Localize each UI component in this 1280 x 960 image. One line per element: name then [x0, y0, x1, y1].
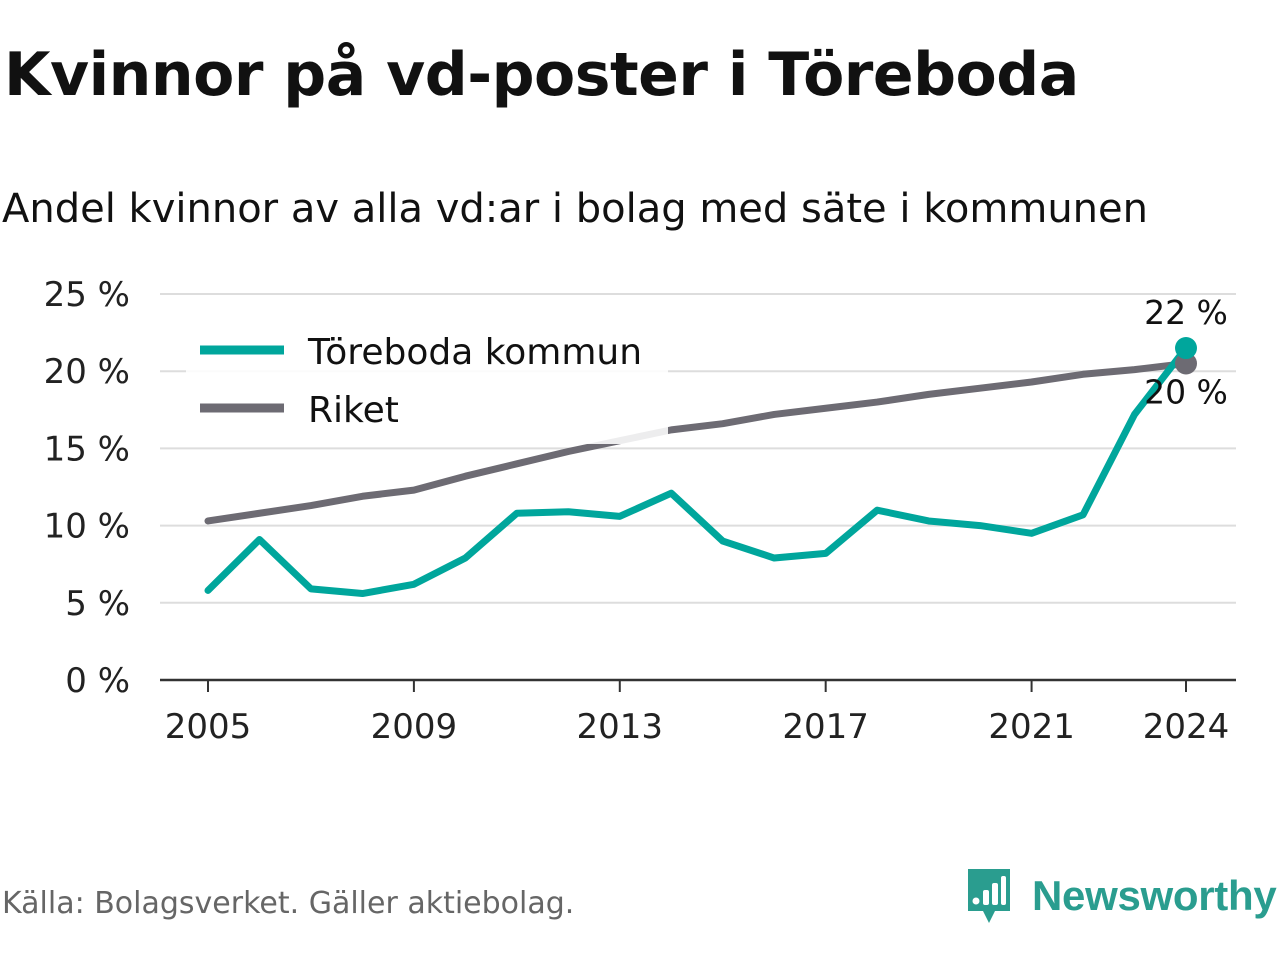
chart-subtitle: Andel kvinnor av alla vd:ar i bolag med …: [2, 186, 1148, 232]
line-toreboda: [204, 344, 1190, 598]
endpoint-toreboda: [1175, 337, 1197, 360]
y-axis-ticks: 0 % 5 % 10 % 15 % 20 % 25 %: [44, 275, 130, 701]
legend-label-riket: Riket: [308, 390, 399, 431]
endpoint-riket: [1175, 352, 1197, 375]
y-tick-label: 5 %: [65, 584, 130, 624]
source-note: Källa: Bolagsverket. Gäller aktiebolag.: [2, 886, 575, 921]
x-tick-label: 2021: [988, 707, 1075, 747]
y-tick-label: 20 %: [44, 352, 130, 392]
legend-label-toreboda: Töreboda kommun: [307, 332, 642, 373]
y-tick-label: 25 %: [44, 275, 130, 315]
brand-name: Newsworthy: [1032, 872, 1277, 919]
x-tick-label: 2005: [165, 707, 252, 747]
x-tick-label: 2024: [1143, 707, 1230, 747]
end-label-riket: 20 %: [1144, 372, 1228, 411]
line-riket: [204, 359, 1190, 525]
x-tick-label: 2009: [371, 707, 458, 747]
end-label-toreboda: 22 %: [1144, 293, 1228, 332]
chart-title: Kvinnor på vd-poster i Töreboda: [4, 40, 1079, 110]
series-lines: [204, 337, 1197, 598]
y-tick-label: 10 %: [44, 507, 130, 547]
legend: Töreboda kommun Riket: [186, 318, 668, 444]
x-tick-label: 2017: [782, 707, 869, 747]
brand-logo: Newsworthy: [964, 864, 1277, 928]
y-tick-label: 15 %: [44, 429, 130, 469]
end-labels: 22 % 20 %: [1144, 293, 1228, 411]
legend-background: [186, 318, 668, 444]
x-tick-label: 2013: [577, 707, 664, 747]
y-tick-label: 0 %: [65, 661, 130, 701]
newsworthy-logo-icon: [968, 869, 1010, 923]
x-axis: 2005 2009 2013 2017 2021 2024: [160, 678, 1236, 747]
